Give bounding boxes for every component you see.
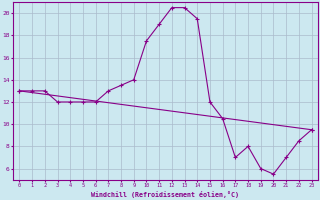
X-axis label: Windchill (Refroidissement éolien,°C): Windchill (Refroidissement éolien,°C)	[92, 191, 239, 198]
